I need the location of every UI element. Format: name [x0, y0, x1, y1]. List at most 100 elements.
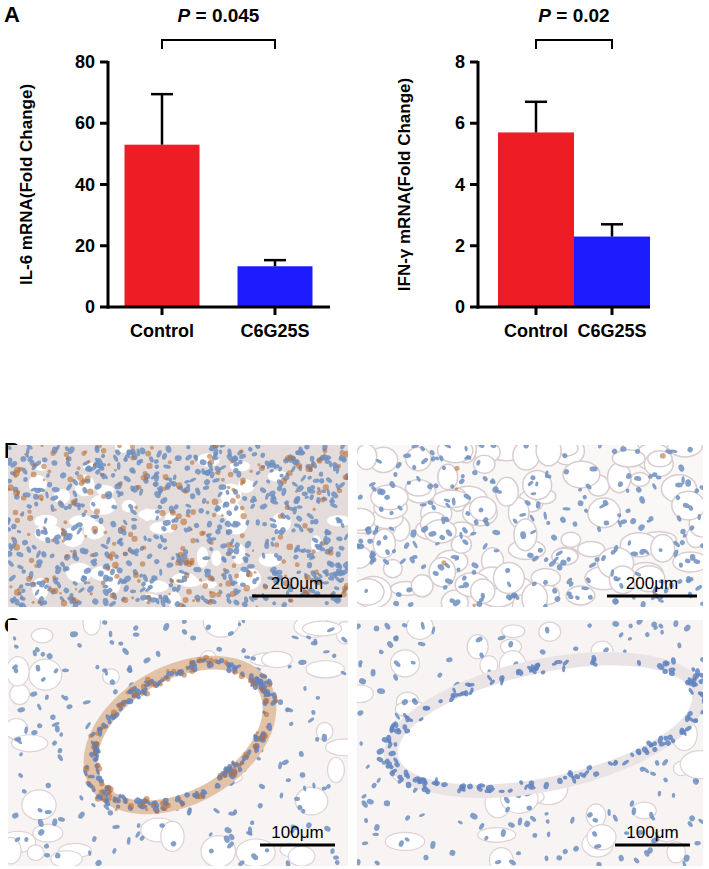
- nucleus: [54, 564, 60, 570]
- stain: [90, 553, 94, 557]
- nucleus: [40, 529, 49, 536]
- nucleus: [433, 482, 440, 489]
- stain: [185, 666, 189, 670]
- stain: [472, 604, 475, 607]
- nucleus: [203, 470, 210, 475]
- nucleus: [247, 446, 254, 453]
- stain: [145, 808, 148, 811]
- error-line: [611, 224, 614, 236]
- nucleus: [90, 501, 96, 507]
- nucleus: [224, 501, 231, 508]
- stain: [155, 809, 160, 814]
- nucleus: [291, 635, 299, 640]
- nucleus: [107, 810, 113, 816]
- stain: [8, 484, 14, 491]
- nucleus: [581, 586, 589, 590]
- nucleus: [94, 763, 100, 769]
- stain: [72, 553, 76, 557]
- nucleus: [54, 725, 60, 732]
- nucleus: [24, 837, 29, 843]
- nucleus: [153, 459, 159, 465]
- stain: [202, 583, 208, 589]
- nucleus: [357, 494, 364, 501]
- stain: [264, 712, 269, 717]
- nucleus: [523, 445, 530, 449]
- nucleus: [223, 519, 232, 528]
- nucleus: [70, 523, 79, 532]
- nucleus: [90, 558, 98, 564]
- x-axis: [477, 306, 651, 309]
- nucleus: [637, 523, 646, 532]
- nucleus: [244, 540, 253, 550]
- nucleus: [459, 532, 463, 540]
- nucleus: [200, 595, 205, 601]
- nucleus: [504, 567, 511, 574]
- annotation: P = 0.045: [178, 5, 260, 26]
- stain: [90, 592, 93, 595]
- nucleus: [311, 709, 316, 715]
- nucleus: [53, 667, 59, 674]
- nucleus: [100, 722, 109, 730]
- nucleus: [438, 534, 446, 541]
- nucleus: [452, 497, 456, 505]
- nucleus: [670, 449, 678, 453]
- nucleus: [445, 502, 452, 509]
- nucleus: [559, 516, 567, 524]
- nucleus: [198, 507, 205, 514]
- nucleus: [148, 577, 155, 584]
- nucleus: [63, 695, 70, 702]
- stain: [184, 573, 189, 578]
- stain: [285, 455, 291, 461]
- nucleus: [310, 456, 315, 462]
- nucleus: [165, 445, 173, 454]
- nucleus: [98, 570, 105, 577]
- stain: [122, 597, 128, 603]
- nucleus: [218, 484, 226, 490]
- x-tick: [535, 307, 538, 315]
- nucleus: [561, 452, 568, 459]
- nucleus: [333, 586, 339, 591]
- nucleus: [8, 551, 13, 558]
- stain: [61, 600, 68, 607]
- nucleus: [426, 483, 434, 491]
- y-tick-label: 40: [75, 175, 95, 195]
- nucleus: [323, 650, 330, 654]
- nucleus: [545, 819, 551, 825]
- nucleus: [173, 503, 180, 510]
- nucleus: [504, 806, 510, 813]
- stain: [260, 737, 264, 741]
- nucleus: [338, 545, 345, 552]
- nucleus: [555, 550, 564, 557]
- stain: [144, 477, 148, 481]
- nucleus: [184, 453, 193, 461]
- nucleus: [524, 499, 532, 507]
- stain: [114, 469, 117, 472]
- stain: [147, 595, 151, 599]
- stain: [213, 445, 220, 448]
- nucleus: [8, 445, 12, 451]
- nucleus: [443, 516, 450, 523]
- nucleus: [582, 494, 587, 500]
- nucleus: [13, 667, 20, 674]
- nucleus: [184, 479, 190, 484]
- nucleus: [473, 519, 479, 526]
- alveolus: [588, 498, 621, 528]
- nucleus: [94, 757, 99, 761]
- alveolus: [651, 535, 675, 563]
- stain: [84, 510, 87, 513]
- nucleus: [138, 573, 143, 579]
- nucleus: [611, 597, 620, 606]
- nucleus: [281, 487, 288, 496]
- nucleus: [79, 795, 85, 802]
- nucleus: [368, 481, 376, 487]
- nucleus: [324, 600, 329, 605]
- stain: [223, 568, 227, 572]
- micrograph: [357, 620, 703, 866]
- bar: [574, 237, 650, 307]
- nucleus: [94, 859, 103, 866]
- stain: [187, 514, 190, 517]
- nucleus: [530, 492, 536, 496]
- nucleus: [419, 445, 426, 452]
- nucleus: [240, 647, 247, 654]
- nucleus: [194, 468, 202, 476]
